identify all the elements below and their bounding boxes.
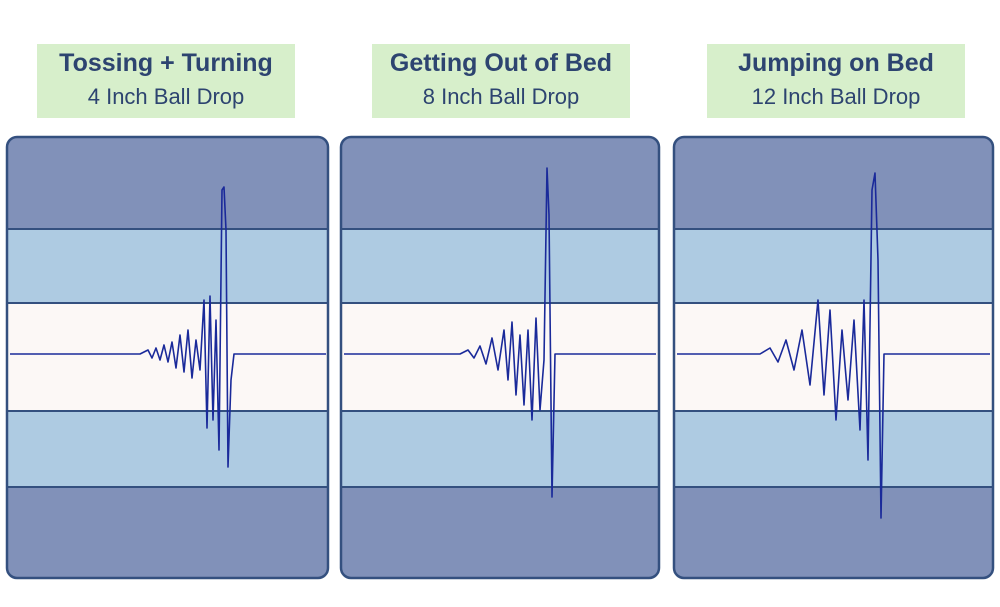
panel-border xyxy=(672,135,995,580)
waveform xyxy=(677,172,990,519)
panel-title: Getting Out of Bed xyxy=(389,49,613,77)
panel-subtitle: 8 Inch Ball Drop xyxy=(422,84,580,109)
panel-title: Tossing + Turning xyxy=(59,49,273,77)
panel-label: Getting Out of Bed 8 Inch Ball Drop xyxy=(372,44,630,118)
panel-border xyxy=(5,135,330,580)
waveform xyxy=(344,167,656,498)
panel-label: Jumping on Bed 12 Inch Ball Drop xyxy=(707,44,965,118)
panel-subtitle: 12 Inch Ball Drop xyxy=(751,84,921,109)
panel-label: Tossing + Turning 4 Inch Ball Drop xyxy=(37,44,295,118)
panel-border xyxy=(339,135,661,580)
waveform xyxy=(10,186,326,468)
panel-subtitle: 4 Inch Ball Drop xyxy=(87,84,245,109)
panel-title: Jumping on Bed xyxy=(738,49,934,77)
panel xyxy=(674,137,993,578)
